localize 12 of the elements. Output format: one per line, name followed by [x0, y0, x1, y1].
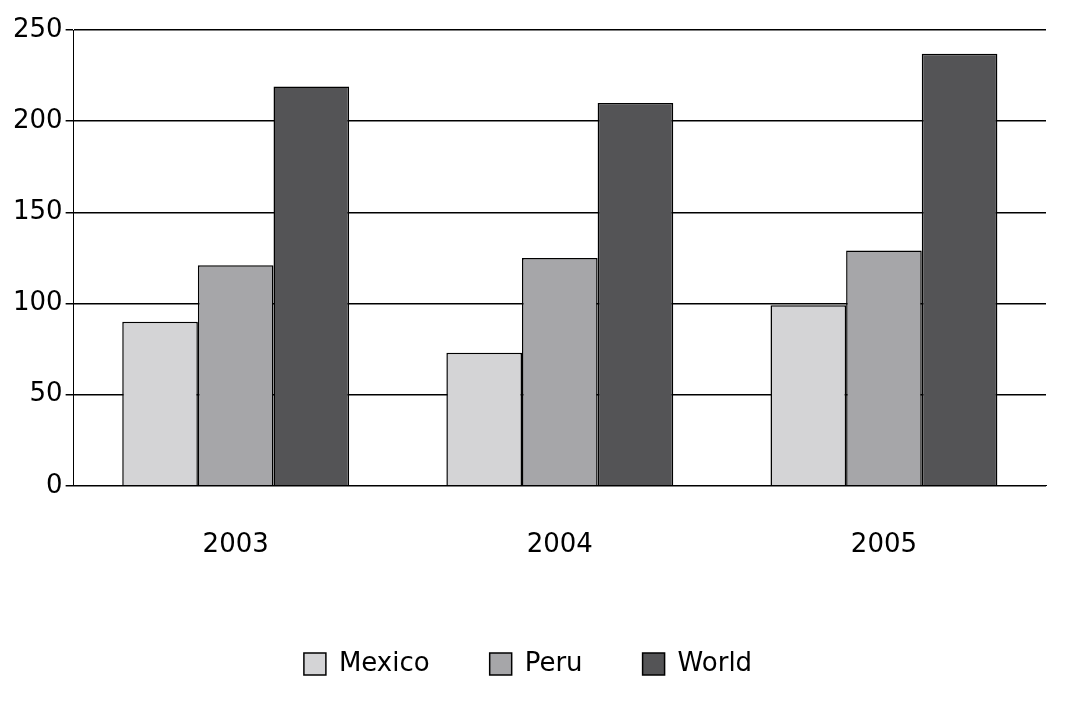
y-tick-label: 50 [29, 377, 63, 408]
y-tick-label: 200 [12, 103, 63, 134]
legend-label: Mexico [338, 646, 430, 677]
x-tick-label: 2003 [202, 528, 269, 559]
x-tick-label: 2005 [850, 528, 918, 559]
y-tick-label: 250 [12, 12, 63, 43]
x-tick-label: 2004 [526, 528, 593, 559]
y-tick-label: 100 [12, 286, 63, 317]
y-tick-label: 0 [46, 468, 63, 499]
y-tick-label: 150 [12, 195, 63, 226]
legend-label: Peru [524, 646, 583, 677]
legend-label: World [677, 646, 753, 677]
